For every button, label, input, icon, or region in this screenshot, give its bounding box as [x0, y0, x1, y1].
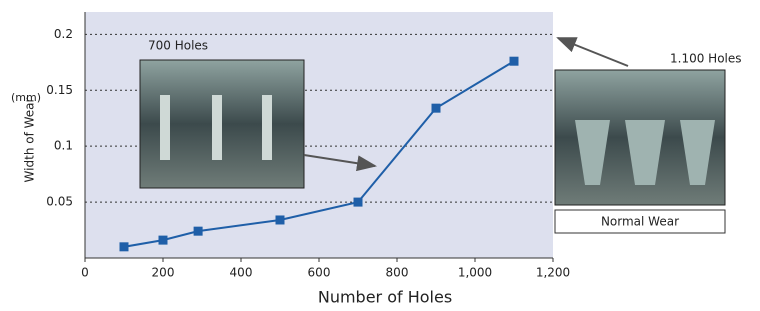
- annotation: 700 Holes: [148, 39, 208, 53]
- y-unit: (mm): [11, 91, 41, 104]
- marker: [120, 242, 129, 251]
- x-tick-label: 1,000: [458, 266, 492, 280]
- x-tick-label: 600: [308, 266, 331, 280]
- y-axis-label: Width of Wear: [23, 97, 37, 182]
- annotation: Normal Wear: [601, 215, 679, 229]
- y-tick-label: 0.15: [46, 83, 73, 97]
- x-tick-label: 200: [152, 266, 175, 280]
- x-axis-label: Number of Holes: [318, 288, 452, 307]
- marker: [194, 227, 203, 236]
- marker: [354, 198, 363, 207]
- marker: [159, 236, 168, 245]
- marker: [510, 57, 519, 66]
- x-tick-label: 800: [386, 266, 409, 280]
- y-tick-label: 0.2: [54, 27, 73, 41]
- arrow: [558, 38, 628, 66]
- marker: [276, 215, 285, 224]
- y-tick-label: 0.1: [54, 139, 73, 153]
- chart: Number of Holes Width of Wear (mm) 700 H…: [0, 0, 760, 311]
- x-tick-label: 400: [230, 266, 253, 280]
- x-tick-label: 1,200: [536, 266, 570, 280]
- annotation: 1.100 Holes: [670, 52, 742, 66]
- marker: [432, 104, 441, 113]
- photo: [555, 70, 725, 205]
- y-tick-label: 0.05: [46, 195, 73, 209]
- x-tick-label: 0: [81, 266, 89, 280]
- photo: [140, 60, 304, 188]
